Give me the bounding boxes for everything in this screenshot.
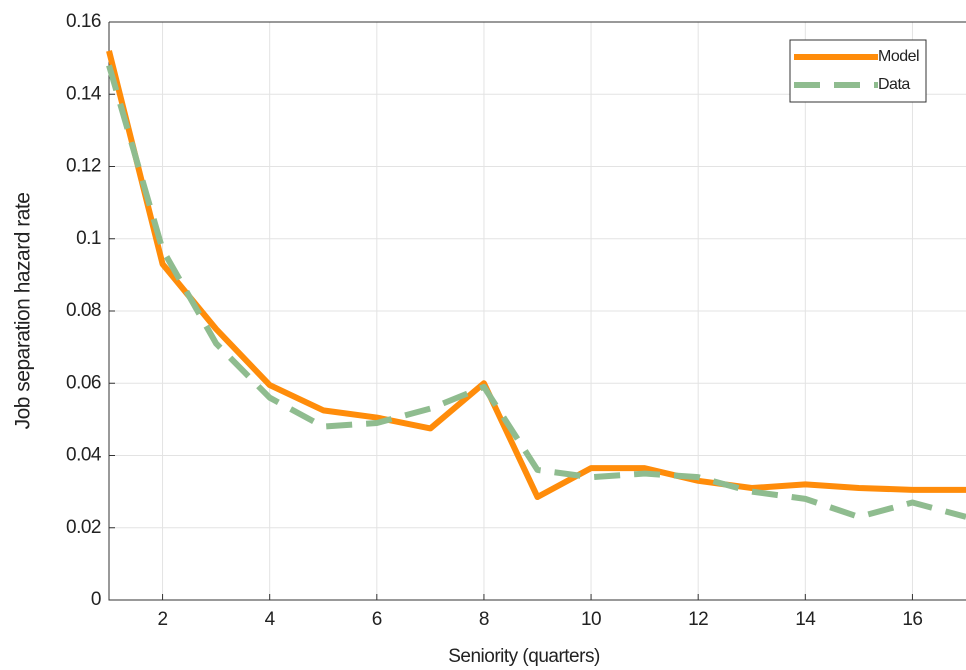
x-tick-label: 12 [688,609,708,630]
y-tick-label: 0.14 [66,83,102,104]
legend-label: Model [878,48,919,65]
x-tick-label: 10 [581,609,601,630]
y-axis-label: Job separation hazard rate [12,193,35,430]
line-series [106,50,966,501]
y-tick-label: 0.16 [66,11,101,32]
legend-label: Data [878,76,910,93]
y-tick-label: 0.06 [66,372,101,393]
x-tick-label: 6 [372,609,382,630]
x-tick-label: 16 [902,609,922,630]
x-tick-label: 2 [158,609,168,630]
y-tick-label: 0 [91,589,101,610]
axes-frame [108,21,966,601]
y-tick-label: 0.1 [76,228,101,249]
line-series [106,64,966,520]
y-tick-label: 0.02 [66,517,101,538]
legend-box [789,39,927,103]
y-tick-label: 0.04 [66,445,102,466]
x-tick-label: 14 [795,609,816,630]
x-axis-label: Seniority (quarters) [448,646,600,667]
y-tick-label: 0.12 [66,156,101,177]
x-tick-label: 4 [265,609,276,630]
y-tick-label: 0.08 [66,300,101,321]
x-tick-label: 8 [479,609,489,630]
